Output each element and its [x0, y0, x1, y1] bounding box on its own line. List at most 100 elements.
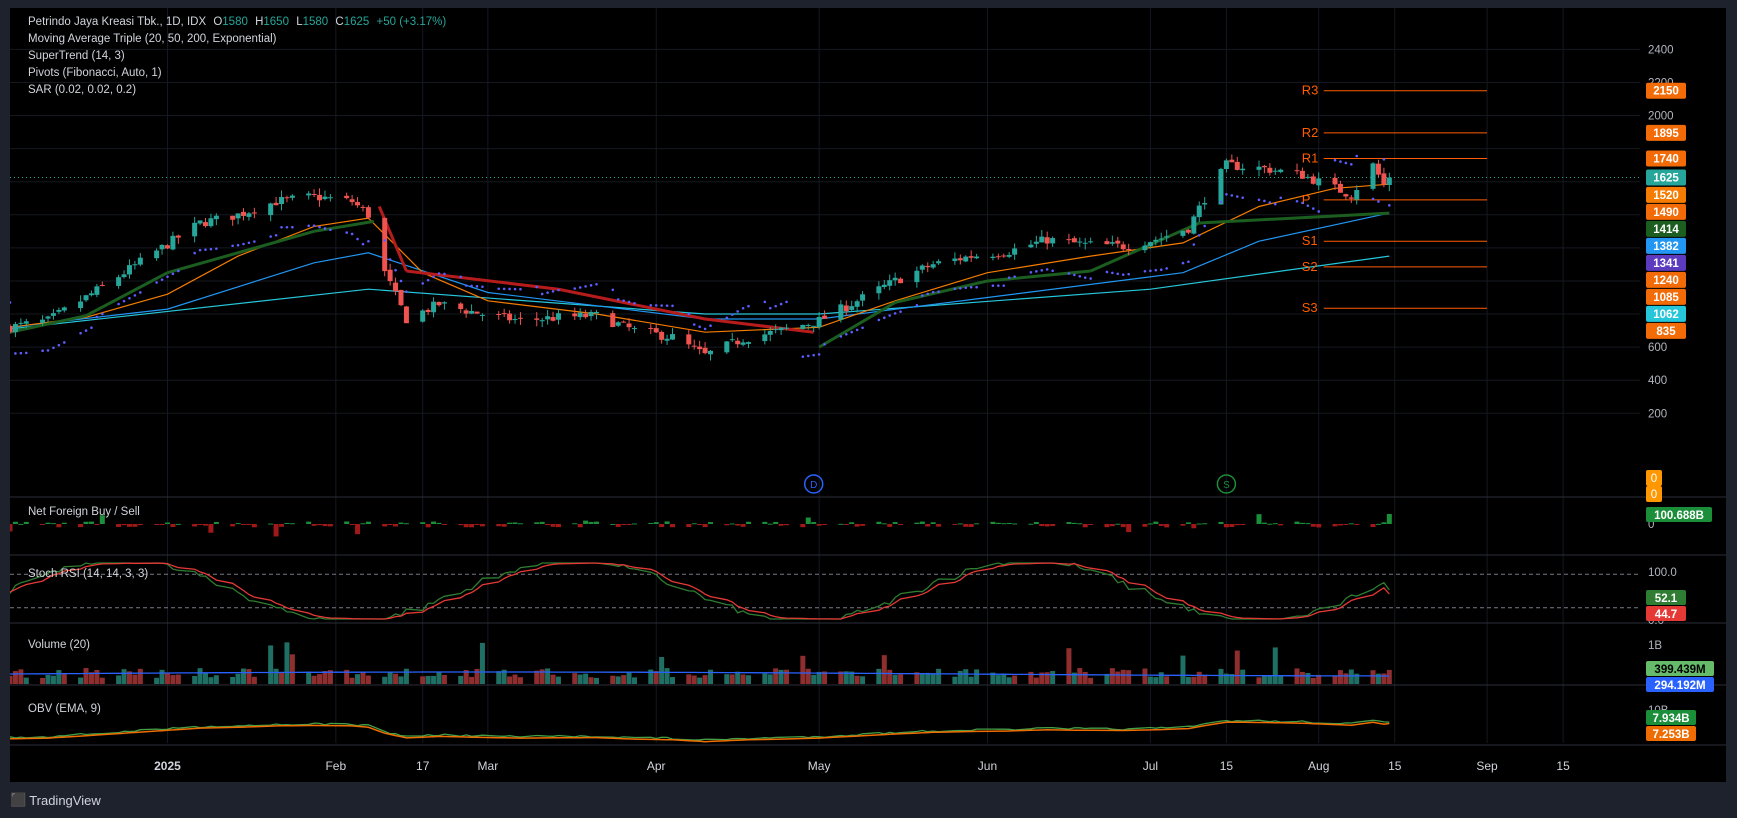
candle-body: [425, 309, 431, 313]
sar-dot: [1388, 204, 1391, 207]
volume-bar: [729, 674, 735, 684]
foreign-bar: [50, 523, 56, 525]
volume-bar: [773, 668, 779, 684]
candle-body: [501, 313, 507, 315]
indicator-supertrend[interactable]: SuperTrend (14, 3): [28, 50, 125, 62]
candle-body: [1381, 173, 1387, 185]
candle-body: [306, 193, 312, 196]
pane-title-stoch[interactable]: Stoch RSI (14, 14, 3, 3): [28, 568, 149, 580]
high-value: 1650: [263, 16, 289, 28]
foreign-bar: [1164, 524, 1170, 528]
volume-bar: [843, 671, 849, 684]
sar-dot: [215, 247, 218, 250]
volume-bar: [930, 674, 936, 684]
volume-bar: [1305, 672, 1311, 684]
sar-dot: [578, 286, 582, 289]
chart-canvas[interactable]: R3R2R1PS1S2S3DS2004006002000220024002150…: [10, 8, 1726, 782]
pane-title-volume[interactable]: Volume (20): [28, 639, 91, 651]
foreign-bar: [534, 522, 540, 524]
volume-bar: [1001, 673, 1007, 684]
candle-body: [18, 322, 24, 324]
foreign-bar: [273, 524, 279, 537]
foreign-bar: [805, 517, 811, 524]
volume-bar: [469, 676, 475, 684]
sar-dot: [41, 349, 44, 353]
foreign-bar: [164, 522, 170, 524]
tradingview-branding[interactable]: ⬛ TradingView: [10, 792, 101, 808]
sar-dot: [839, 335, 843, 338]
indicator-pivots[interactable]: Pivots (Fibonacci, Auto, 1): [28, 67, 162, 79]
candle-body: [930, 264, 936, 268]
volume-bar: [284, 642, 290, 684]
candle-body: [40, 319, 46, 323]
obv-line: [10, 719, 1390, 741]
volume-bar: [403, 668, 409, 684]
sar-dot: [622, 299, 625, 302]
candle-body: [778, 327, 784, 331]
pane-title-obv[interactable]: OBV (EMA, 9): [28, 703, 101, 715]
candle-body: [403, 306, 409, 324]
candle-body: [887, 280, 893, 286]
pane-title-foreign[interactable]: Net Foreign Buy / Sell: [28, 506, 140, 518]
candle-body: [349, 199, 355, 203]
candle-body: [593, 311, 599, 314]
volume-bar: [593, 677, 599, 684]
volume-bar: [1229, 674, 1235, 684]
symbol-name[interactable]: Petrindo Jaya Kreasi Tbk., 1D, IDX: [28, 16, 207, 28]
chart-frame[interactable]: R3R2R1PS1S2S3DS2004006002000220024002150…: [10, 8, 1726, 782]
volume-bar: [1240, 669, 1246, 684]
candle-body: [686, 334, 692, 345]
volume-bar: [1272, 647, 1278, 684]
volume-bar: [12, 671, 18, 684]
volume-bar: [10, 675, 13, 684]
candle-body: [1305, 176, 1311, 178]
sar-dot: [1382, 158, 1386, 161]
price-badge-bg: [1646, 124, 1686, 141]
volume-bar: [1343, 673, 1349, 684]
candle-body: [800, 324, 806, 329]
volume-bar: [659, 657, 665, 684]
volume-bar: [23, 677, 29, 684]
sar-dot: [1197, 233, 1201, 237]
candle-body: [1082, 242, 1088, 244]
volume-bar: [735, 671, 741, 684]
candle-body: [1115, 240, 1121, 244]
candle-body: [838, 304, 844, 320]
sar-dot: [24, 351, 28, 355]
candle-body: [355, 202, 361, 206]
candle-body: [610, 313, 616, 328]
candle-body: [936, 261, 942, 264]
volume-bar: [344, 669, 350, 684]
sar-dot: [1241, 196, 1244, 199]
foreign-bar: [583, 520, 589, 524]
foreign-bar: [1088, 524, 1094, 525]
time-axis-label: Sep: [1476, 759, 1498, 773]
candle-body: [322, 196, 328, 200]
volume-bar: [572, 673, 578, 684]
foreign-bar: [1039, 524, 1045, 527]
volume-bar: [365, 675, 371, 684]
symbol-legend[interactable]: Petrindo Jaya Kreasi Tbk., 1D, IDX O1580…: [28, 16, 450, 28]
candle-body: [588, 311, 594, 317]
volume-bar: [1196, 671, 1202, 684]
volume-bar: [784, 669, 790, 684]
sar-dot: [470, 284, 473, 288]
candle-body: [365, 207, 371, 218]
sar-dot: [193, 251, 196, 255]
foreign-bar: [615, 524, 621, 527]
candle-body: [192, 222, 198, 237]
volume-bar: [121, 669, 127, 684]
sar-dot: [1279, 196, 1283, 200]
volume-bar: [974, 669, 980, 684]
candle-body: [246, 213, 252, 217]
sar-dot: [1355, 154, 1359, 158]
time-axis-label: 15: [1220, 759, 1234, 773]
indicator-ema-triple[interactable]: Moving Average Triple (20, 50, 200, Expo…: [28, 33, 277, 45]
candle-body: [387, 269, 393, 282]
indicator-sar[interactable]: SAR (0.02, 0.02, 0.2): [28, 84, 137, 96]
low-value: 1580: [302, 16, 329, 28]
candle-body: [615, 322, 621, 326]
candle-body: [289, 195, 295, 198]
sar-dot: [459, 275, 463, 279]
volume-bar: [1267, 675, 1273, 684]
